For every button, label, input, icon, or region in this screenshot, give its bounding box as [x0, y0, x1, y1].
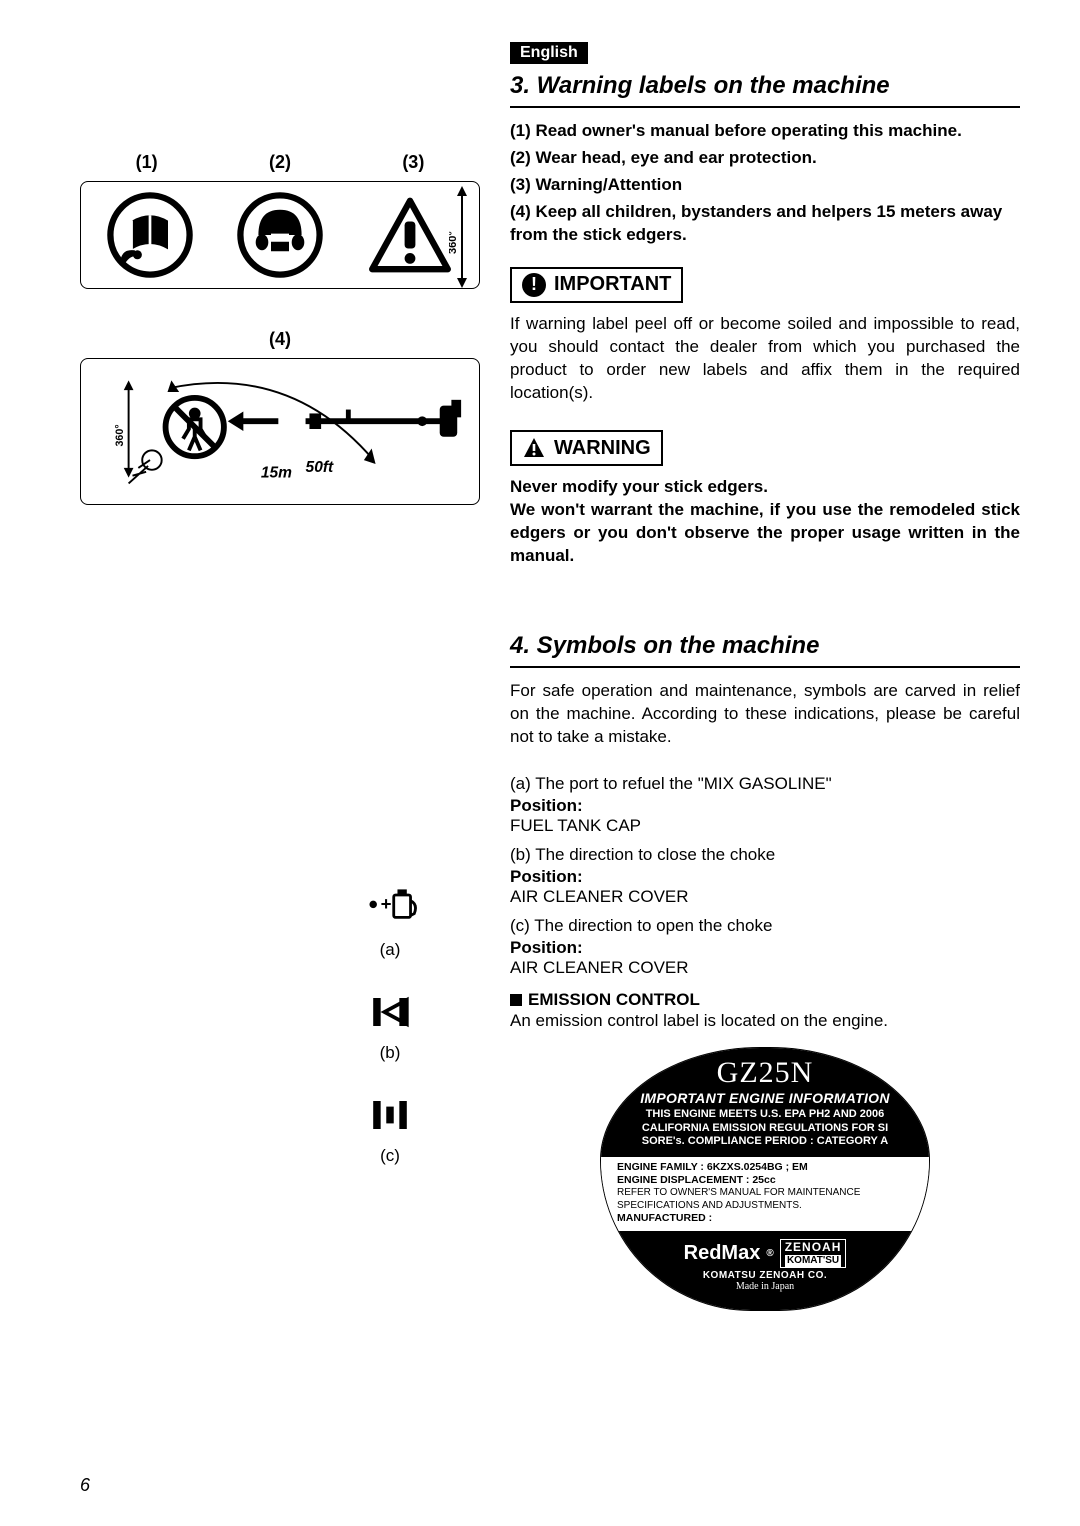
- diagram1-labels: (1) (2) (3): [80, 152, 480, 173]
- s3-item3: (3) Warning/Attention: [510, 175, 682, 194]
- important-label: IMPORTANT: [554, 273, 671, 296]
- symbol-b-label: (b): [300, 1043, 480, 1063]
- emission-heading: EMISSION CONTROL: [510, 990, 1020, 1010]
- read-manual-icon: [105, 190, 195, 280]
- zenoah-logo: ZENOAH: [785, 1240, 842, 1254]
- badge-disp: ENGINE DISPLACEMENT : 25cc: [617, 1174, 913, 1187]
- left-column: (1) (2) (3): [80, 42, 480, 1311]
- engine-label-badge: GZ25N IMPORTANT ENGINE INFORMATION THIS …: [510, 1047, 1020, 1311]
- page-number: 6: [80, 1475, 90, 1496]
- badge-family: ENGINE FAMILY : 6KZXS.0254BG ; EM: [617, 1161, 913, 1174]
- svg-text:+: +: [381, 893, 392, 914]
- s4-a-pos: FUEL TANK CAP: [510, 816, 1020, 836]
- important-text: If warning label peel off or become soil…: [510, 313, 1020, 405]
- symbol-column: + (a) (b): [300, 585, 480, 1166]
- page-layout: (1) (2) (3): [80, 42, 1020, 1311]
- emission-text: An emission control label is located on …: [510, 1010, 1020, 1033]
- s3-item2: (2) Wear head, eye and ear protection.: [510, 148, 817, 167]
- warning-triangle-icon: [365, 190, 455, 280]
- square-bullet-icon: [510, 994, 522, 1006]
- s4-b-desc: (b) The direction to close the choke: [510, 844, 1020, 867]
- s4-c-desc: (c) The direction to open the choke: [510, 915, 1020, 938]
- badge-imp: IMPORTANT ENGINE INFORMATION: [619, 1090, 911, 1106]
- warning-label: WARNING: [554, 437, 651, 460]
- warning-box: WARNING: [510, 430, 663, 466]
- arrow-360-right: 360°: [449, 182, 475, 292]
- section3-title: 3. Warning labels on the machine: [510, 68, 1020, 108]
- diagram2-wrap: (4) 360°: [80, 329, 480, 505]
- s3-item4: (4) Keep all children, bystanders and he…: [510, 202, 1002, 244]
- choke-open-icon: [362, 1091, 418, 1139]
- important-box: ! IMPORTANT: [510, 267, 683, 303]
- symbol-c-label: (c): [300, 1146, 480, 1166]
- warning-triangle-small-icon: [522, 436, 546, 460]
- badge-reg: THIS ENGINE MEETS U.S. EPA PH2 AND 2006 …: [619, 1108, 911, 1149]
- language-tag: English: [510, 42, 588, 64]
- redmax-logo: RedMax: [684, 1242, 761, 1265]
- s4-b-pos-label: Position:: [510, 867, 1020, 887]
- deg360-label: 360°: [449, 231, 459, 254]
- label-4: (4): [80, 329, 480, 350]
- badge-kom-line: KOMATSU ZENOAH CO.: [601, 1270, 929, 1281]
- diagram1-box: 360°: [80, 181, 480, 289]
- komatsu-logo: KOMAT'SU: [785, 1255, 842, 1267]
- badge-manuf: MANUFACTURED :: [617, 1212, 913, 1225]
- svg-text:50ft: 50ft: [306, 459, 334, 476]
- info-icon: !: [522, 273, 546, 297]
- badge-refer: REFER TO OWNER'S MANUAL FOR MAINTENANCE …: [617, 1187, 913, 1212]
- svg-text:15m: 15m: [261, 465, 292, 482]
- badge-mij: Made in Japan: [601, 1281, 929, 1292]
- label-2: (2): [269, 152, 291, 173]
- emission-title: EMISSION CONTROL: [528, 990, 700, 1010]
- s4-c-pos-label: Position:: [510, 938, 1020, 958]
- section4-title: 4. Symbols on the machine: [510, 628, 1020, 668]
- ppe-icon: [235, 190, 325, 280]
- keep-away-diagram: 360° 15m: [115, 369, 465, 489]
- label-1: (1): [136, 152, 158, 173]
- s4-intro: For safe operation and maintenance, symb…: [510, 680, 1020, 749]
- symbol-a-label: (a): [300, 940, 480, 960]
- warning-text1: Never modify your stick edgers.: [510, 476, 1020, 499]
- choke-close-icon: [362, 988, 418, 1036]
- badge-model: GZ25N: [619, 1056, 911, 1090]
- svg-text:360°: 360°: [115, 424, 126, 446]
- s4-a-desc: (a) The port to refuel the "MIX GASOLINE…: [510, 773, 1020, 796]
- label-3: (3): [402, 152, 424, 173]
- s4-a-pos-label: Position:: [510, 796, 1020, 816]
- fuel-port-icon: +: [362, 885, 418, 933]
- warning-text2: We won't warrant the machine, if you use…: [510, 499, 1020, 568]
- s3-item1: (1) Read owner's manual before operating…: [510, 121, 962, 140]
- s4-c-pos: AIR CLEANER COVER: [510, 958, 1020, 978]
- right-column: English 3. Warning labels on the machine…: [510, 42, 1020, 1311]
- s4-b-pos: AIR CLEANER COVER: [510, 887, 1020, 907]
